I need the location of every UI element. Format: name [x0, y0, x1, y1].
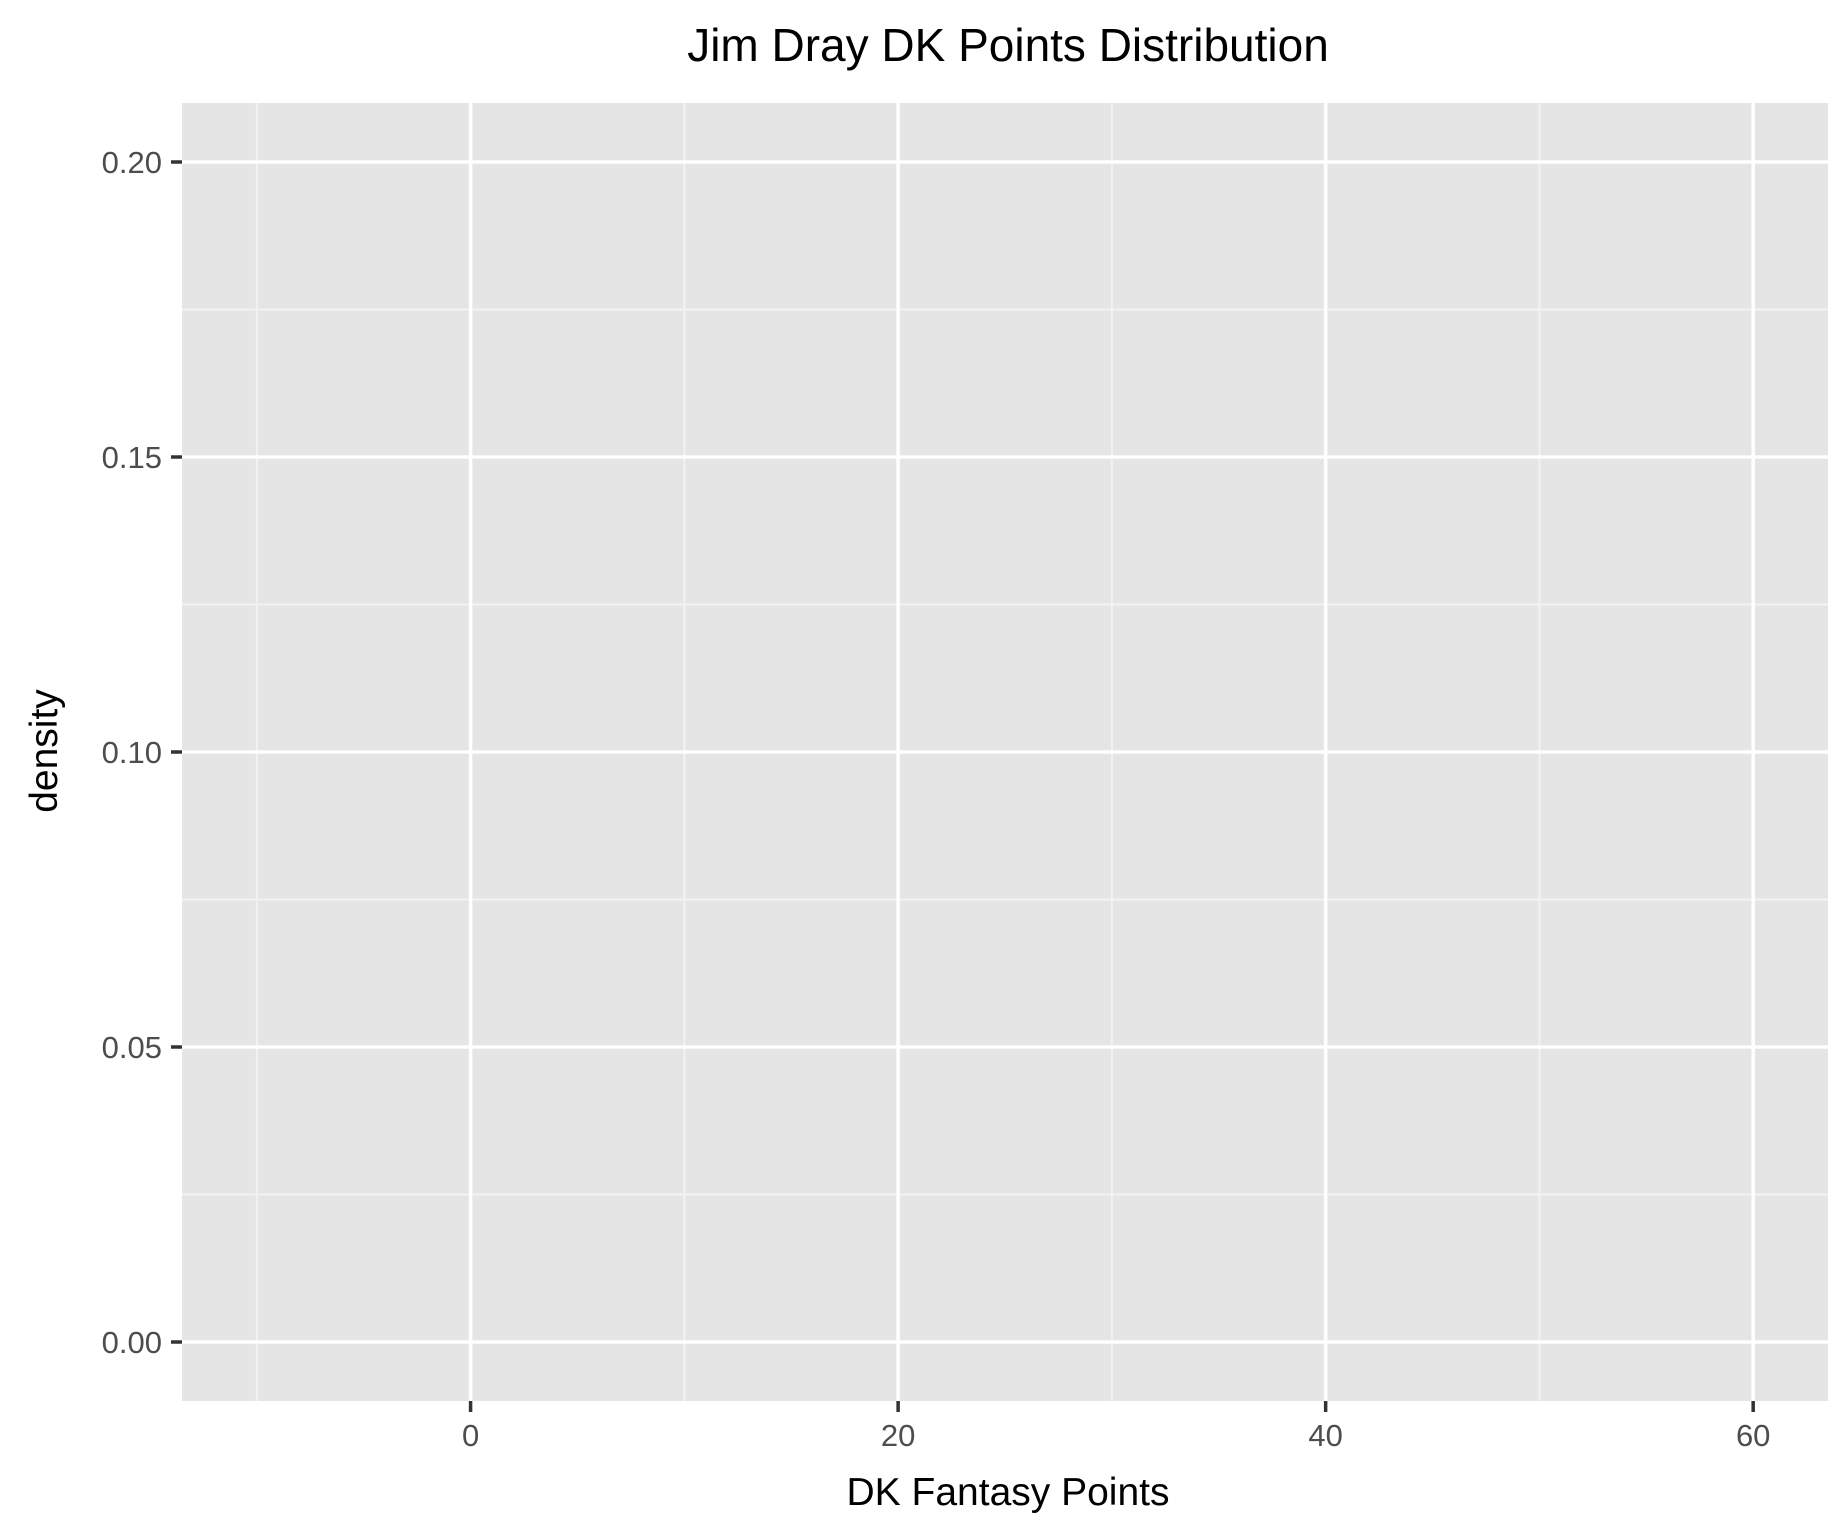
- chart-title: Jim Dray DK Points Distribution: [687, 19, 1329, 71]
- x-tick-label: 0: [462, 1418, 479, 1453]
- y-axis: 0.00 0.05 0.10 0.15 0.20: [102, 145, 182, 1360]
- y-tick-label: 0.05: [102, 1030, 162, 1065]
- y-tick-label: 0.00: [102, 1325, 162, 1360]
- x-tick-label: 60: [1736, 1418, 1770, 1453]
- y-tick-label: 0.20: [102, 145, 162, 180]
- x-tick-label: 20: [881, 1418, 915, 1453]
- major-gridlines: [182, 103, 1828, 1401]
- y-axis-label: density: [23, 689, 66, 813]
- x-axis-label: DK Fantasy Points: [847, 1471, 1170, 1514]
- y-tick-label: 0.10: [102, 735, 162, 770]
- x-tick-label: 40: [1308, 1418, 1342, 1453]
- x-axis: 0 20 40 60: [462, 1401, 1770, 1453]
- y-tick-label: 0.15: [102, 440, 162, 475]
